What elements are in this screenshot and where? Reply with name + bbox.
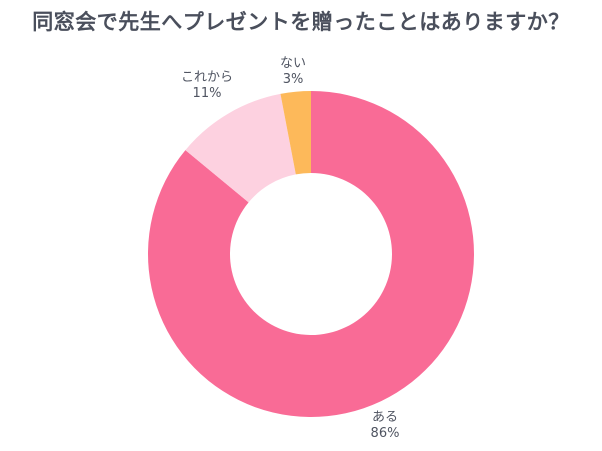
slice-0 (147, 91, 475, 417)
label-nai-value: 3% (282, 72, 304, 87)
label-nai-name: ない (279, 56, 306, 71)
chart-title: 同窓会で先生へプレゼントを贈ったことはありますか？ (32, 10, 570, 34)
label-nai: ない 3% (268, 56, 318, 88)
slice-1 (185, 93, 296, 203)
label-aru-name: ある (371, 410, 398, 425)
slice-2 (280, 91, 311, 175)
label-korekara: これから 11% (172, 70, 242, 102)
label-korekara-name: これから (180, 70, 233, 85)
label-aru-value: 86% (370, 426, 400, 441)
label-korekara-value: 11% (192, 86, 222, 101)
label-aru: ある 86% (355, 410, 415, 442)
